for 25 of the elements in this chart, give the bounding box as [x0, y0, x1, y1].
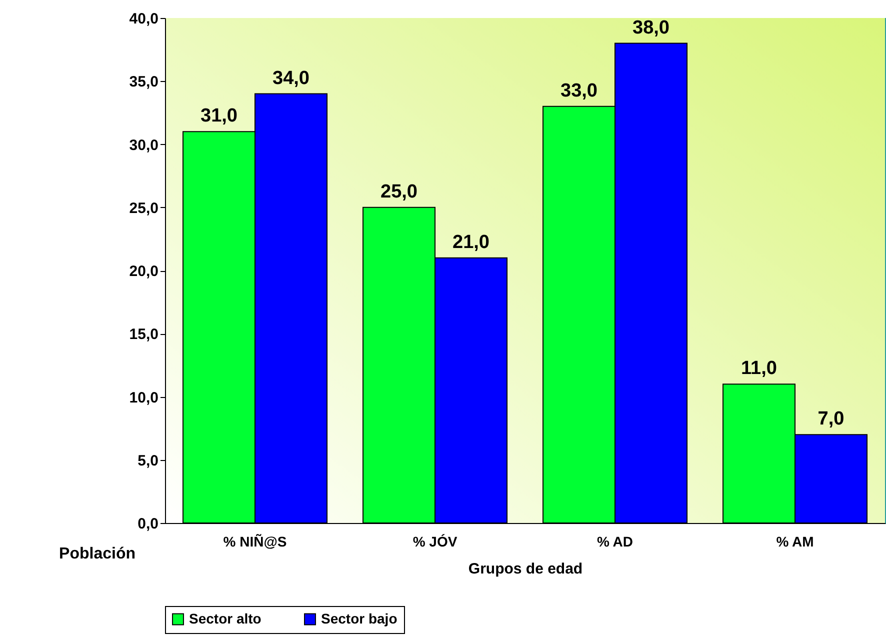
- y-tick-label: 20,0: [129, 263, 158, 280]
- data-label: 7,0: [818, 408, 844, 430]
- x-tick-label: % AM: [776, 534, 814, 550]
- legend-label: Sector bajo: [321, 610, 398, 626]
- y-tick-label: 0,0: [138, 516, 158, 532]
- data-label: 31,0: [200, 106, 238, 127]
- legend-label: Sector alto: [189, 610, 262, 626]
- y-tick-label: 40,0: [129, 10, 158, 28]
- y-tick-label: 10,0: [129, 389, 158, 406]
- data-label: 38,0: [632, 17, 670, 38]
- y-tick-label: 25,0: [129, 200, 158, 217]
- data-label: 11,0: [741, 358, 777, 380]
- data-label: 34,0: [272, 68, 310, 89]
- y-tick-label: 15,0: [129, 326, 158, 344]
- x-axis-title: Grupos de edad: [468, 560, 583, 578]
- y-tick-label: 35,0: [129, 74, 158, 91]
- x-tick-label: % JÓV: [412, 534, 458, 550]
- data-label: 25,0: [380, 181, 418, 202]
- y-tick-label: 30,0: [129, 136, 158, 154]
- y-tick-label: 5,0: [138, 452, 158, 470]
- x-tick-label: % NIÑ@S: [223, 534, 287, 550]
- y-axis-title: Población: [59, 546, 136, 562]
- data-label: 33,0: [560, 80, 598, 102]
- data-label: 21,0: [452, 232, 490, 253]
- x-tick-label: % AD: [596, 534, 634, 550]
